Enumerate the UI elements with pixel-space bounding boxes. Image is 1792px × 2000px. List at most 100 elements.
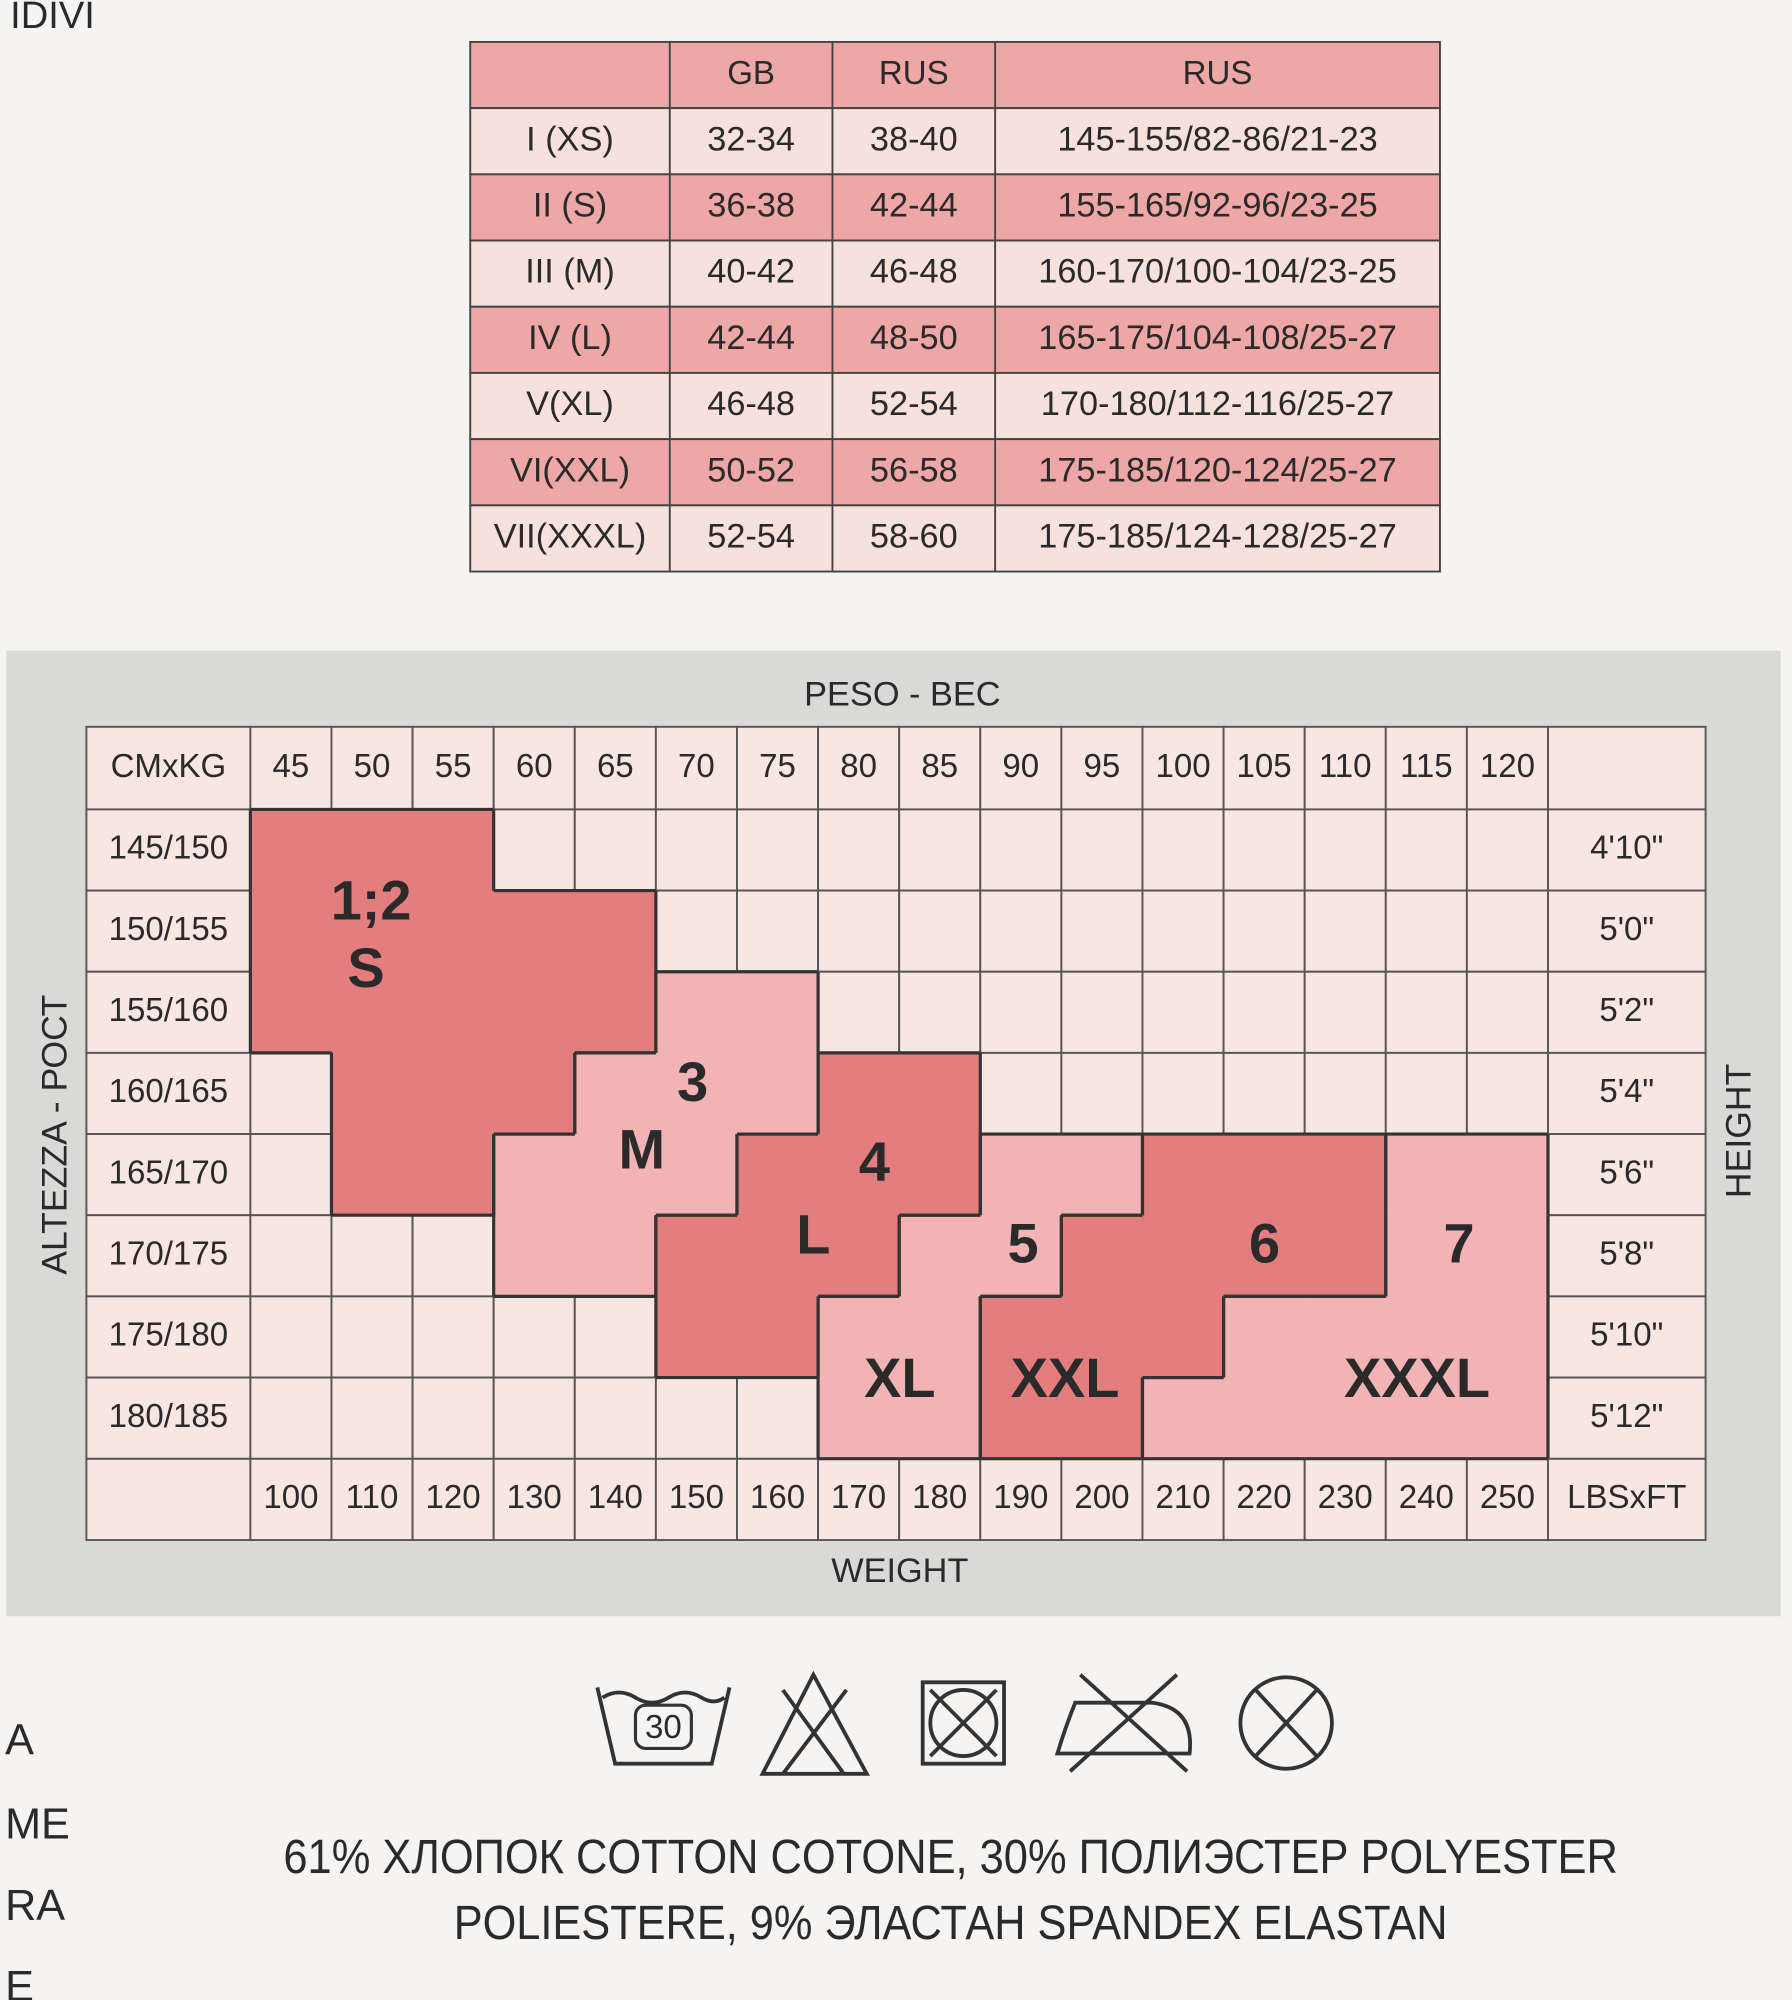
- grid-cell: [654, 889, 738, 973]
- grid-cell: [85, 1133, 252, 1217]
- zone-cell: [250, 809, 333, 892]
- table-row-label: III (M): [525, 253, 615, 291]
- grid-cell: [492, 1295, 576, 1379]
- zone-cell: [412, 1134, 495, 1216]
- grid-cell: [1465, 889, 1549, 973]
- weight-lbs-label: 130: [507, 1479, 562, 1516]
- weight-lbs-label: 180: [912, 1479, 967, 1516]
- grid-cell: [1384, 808, 1468, 892]
- grid-cell: [411, 1214, 495, 1298]
- table-cell: 145-155/82-86/21-23: [1057, 120, 1377, 158]
- grid-cell: [736, 889, 820, 973]
- zone-cell: [899, 1052, 981, 1135]
- table-cell: 160-170/100-104/23-25: [1038, 253, 1397, 291]
- grid-cell: [492, 1457, 576, 1541]
- table-row-bg: [469, 107, 1441, 176]
- weight-lbs-label: 140: [588, 1479, 643, 1516]
- zone-cell: [1385, 1296, 1468, 1379]
- table-header: GB: [727, 55, 775, 92]
- table-header: RUS: [879, 55, 949, 92]
- grid-cell: [411, 725, 495, 811]
- grid-cell: [1465, 1457, 1549, 1541]
- zone-cell: [1385, 1134, 1468, 1216]
- weight-lbs-label: 160: [750, 1479, 805, 1516]
- zone-cell: [736, 1134, 819, 1216]
- grid-cell: [1384, 725, 1468, 811]
- weight-lbs-label: 100: [263, 1479, 318, 1516]
- grid-cell: [330, 1214, 414, 1298]
- grid-cell: [1384, 889, 1468, 973]
- height-cm-label: 150/155: [109, 911, 228, 948]
- grid-cell: [1222, 889, 1306, 973]
- grid-cell: [330, 1457, 414, 1541]
- zone-size: L: [796, 1203, 830, 1266]
- table-cell: 46-48: [870, 253, 958, 291]
- height-cm-label: 175/180: [109, 1317, 228, 1354]
- grid-cell: [573, 1295, 657, 1379]
- weight-kg-label: 100: [1155, 748, 1210, 785]
- grid-cell: [1060, 889, 1144, 973]
- grid-cell: [898, 889, 982, 973]
- no-tumble-dry-symbol: [920, 1680, 1006, 1766]
- grid-cell: [1547, 808, 1707, 892]
- grid-cell: [1060, 808, 1144, 892]
- zone-cell: [736, 1296, 819, 1379]
- weight-kg-label: 60: [516, 748, 553, 785]
- grid-cell: [1222, 970, 1306, 1054]
- zone-cell: [899, 1377, 981, 1460]
- grid-cell: [249, 1295, 333, 1379]
- zone-cell: [818, 1296, 900, 1379]
- weight-kg-label: 45: [273, 748, 310, 785]
- grid-cell: [979, 1051, 1063, 1136]
- grid-cell: [1303, 1457, 1387, 1541]
- zone-cell: [899, 1215, 981, 1298]
- weight-lbs-label: 250: [1480, 1479, 1535, 1516]
- table-cell: 40-42: [707, 253, 795, 291]
- grid-cell: [85, 1051, 252, 1136]
- zone-cell: [250, 890, 333, 973]
- zone-cell: [250, 971, 333, 1054]
- zone-cell: [493, 1052, 576, 1135]
- table-row-bg: [469, 504, 1441, 573]
- zone-cell: [655, 971, 738, 1054]
- weight-kg-label: 70: [678, 748, 715, 785]
- grid-cell: [573, 808, 657, 892]
- zone-cell: [818, 1215, 900, 1298]
- grid-cell: [654, 725, 738, 811]
- zone-cell: [1223, 1296, 1306, 1379]
- care-symbols: [595, 1670, 1334, 1776]
- zone-cell: [655, 1052, 738, 1135]
- table-row-bg: [469, 173, 1441, 242]
- grid-cell: [736, 1376, 820, 1460]
- zone-cell: [412, 809, 495, 892]
- weight-lbs-label: 210: [1155, 1479, 1210, 1516]
- zone-cell: [655, 1215, 738, 1298]
- zone-cell: [818, 1377, 900, 1460]
- height-ft-label: 5'4": [1599, 1073, 1654, 1110]
- grid-cell: [492, 1376, 576, 1460]
- zone-cell: [1061, 1134, 1144, 1216]
- zone-number: 7: [1443, 1212, 1474, 1275]
- table-header: RUS: [1183, 55, 1253, 92]
- weight-lbs-label: 230: [1318, 1479, 1373, 1516]
- weight-lbs-label: 110: [346, 1479, 399, 1516]
- grid-cell: [1222, 1051, 1306, 1136]
- wash-symbol: [595, 1686, 732, 1766]
- zone-cell: [736, 1215, 819, 1298]
- zone-cell: [1142, 1215, 1225, 1298]
- grid-cell: [1465, 970, 1549, 1054]
- zone-cell: [331, 971, 414, 1054]
- grid-cell: [573, 725, 657, 811]
- zone-number: 4: [859, 1130, 890, 1193]
- zone-cell: [1304, 1296, 1387, 1379]
- weight-kg-label: 110: [1319, 748, 1372, 785]
- height-ft-label: 5'2": [1599, 992, 1654, 1029]
- grid-cell: [85, 1376, 252, 1460]
- zone-cell: [493, 1215, 576, 1298]
- edge-fragment: RA: [5, 1882, 65, 1930]
- grid-cell: [1303, 970, 1387, 1054]
- grid-cell: [817, 889, 901, 973]
- grid-cell: [736, 808, 820, 892]
- table-cell: 56-58: [870, 451, 958, 489]
